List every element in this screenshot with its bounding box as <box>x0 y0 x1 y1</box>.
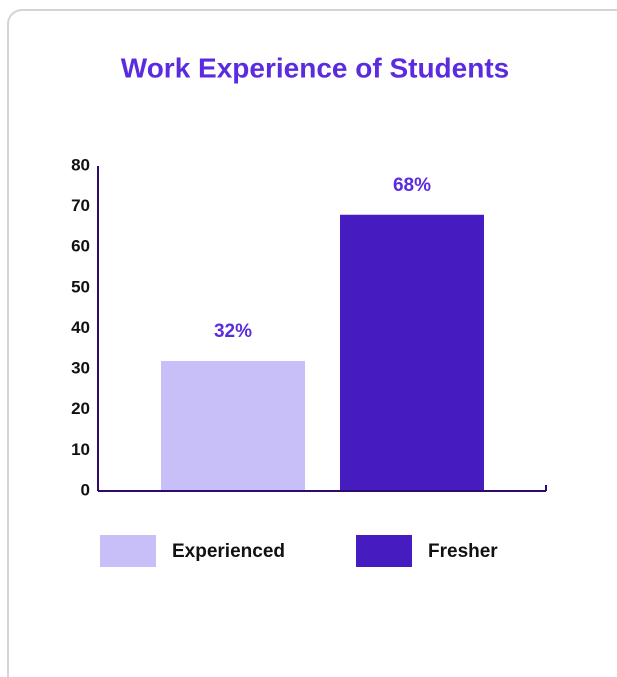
bar <box>161 361 305 491</box>
legend-label: Experienced <box>172 541 285 562</box>
legend-swatch <box>356 535 412 567</box>
card <box>7 9 617 677</box>
y-tick-label: 70 <box>71 196 90 215</box>
y-tick-label: 20 <box>71 399 90 418</box>
y-tick-label: 50 <box>71 277 90 296</box>
y-tick-label: 60 <box>71 237 90 256</box>
chart-title: Work Experience of Students <box>121 52 509 83</box>
value-label: 68% <box>393 175 431 196</box>
bar <box>340 214 484 491</box>
legend-swatch <box>100 535 156 567</box>
y-tick-label: 40 <box>71 318 90 337</box>
legend-label: Fresher <box>428 541 498 562</box>
value-label: 32% <box>214 321 252 342</box>
y-tick-label: 10 <box>71 440 90 459</box>
y-tick-label: 80 <box>71 155 90 174</box>
y-tick-label: 30 <box>71 359 90 378</box>
y-tick-label: 0 <box>81 480 90 499</box>
